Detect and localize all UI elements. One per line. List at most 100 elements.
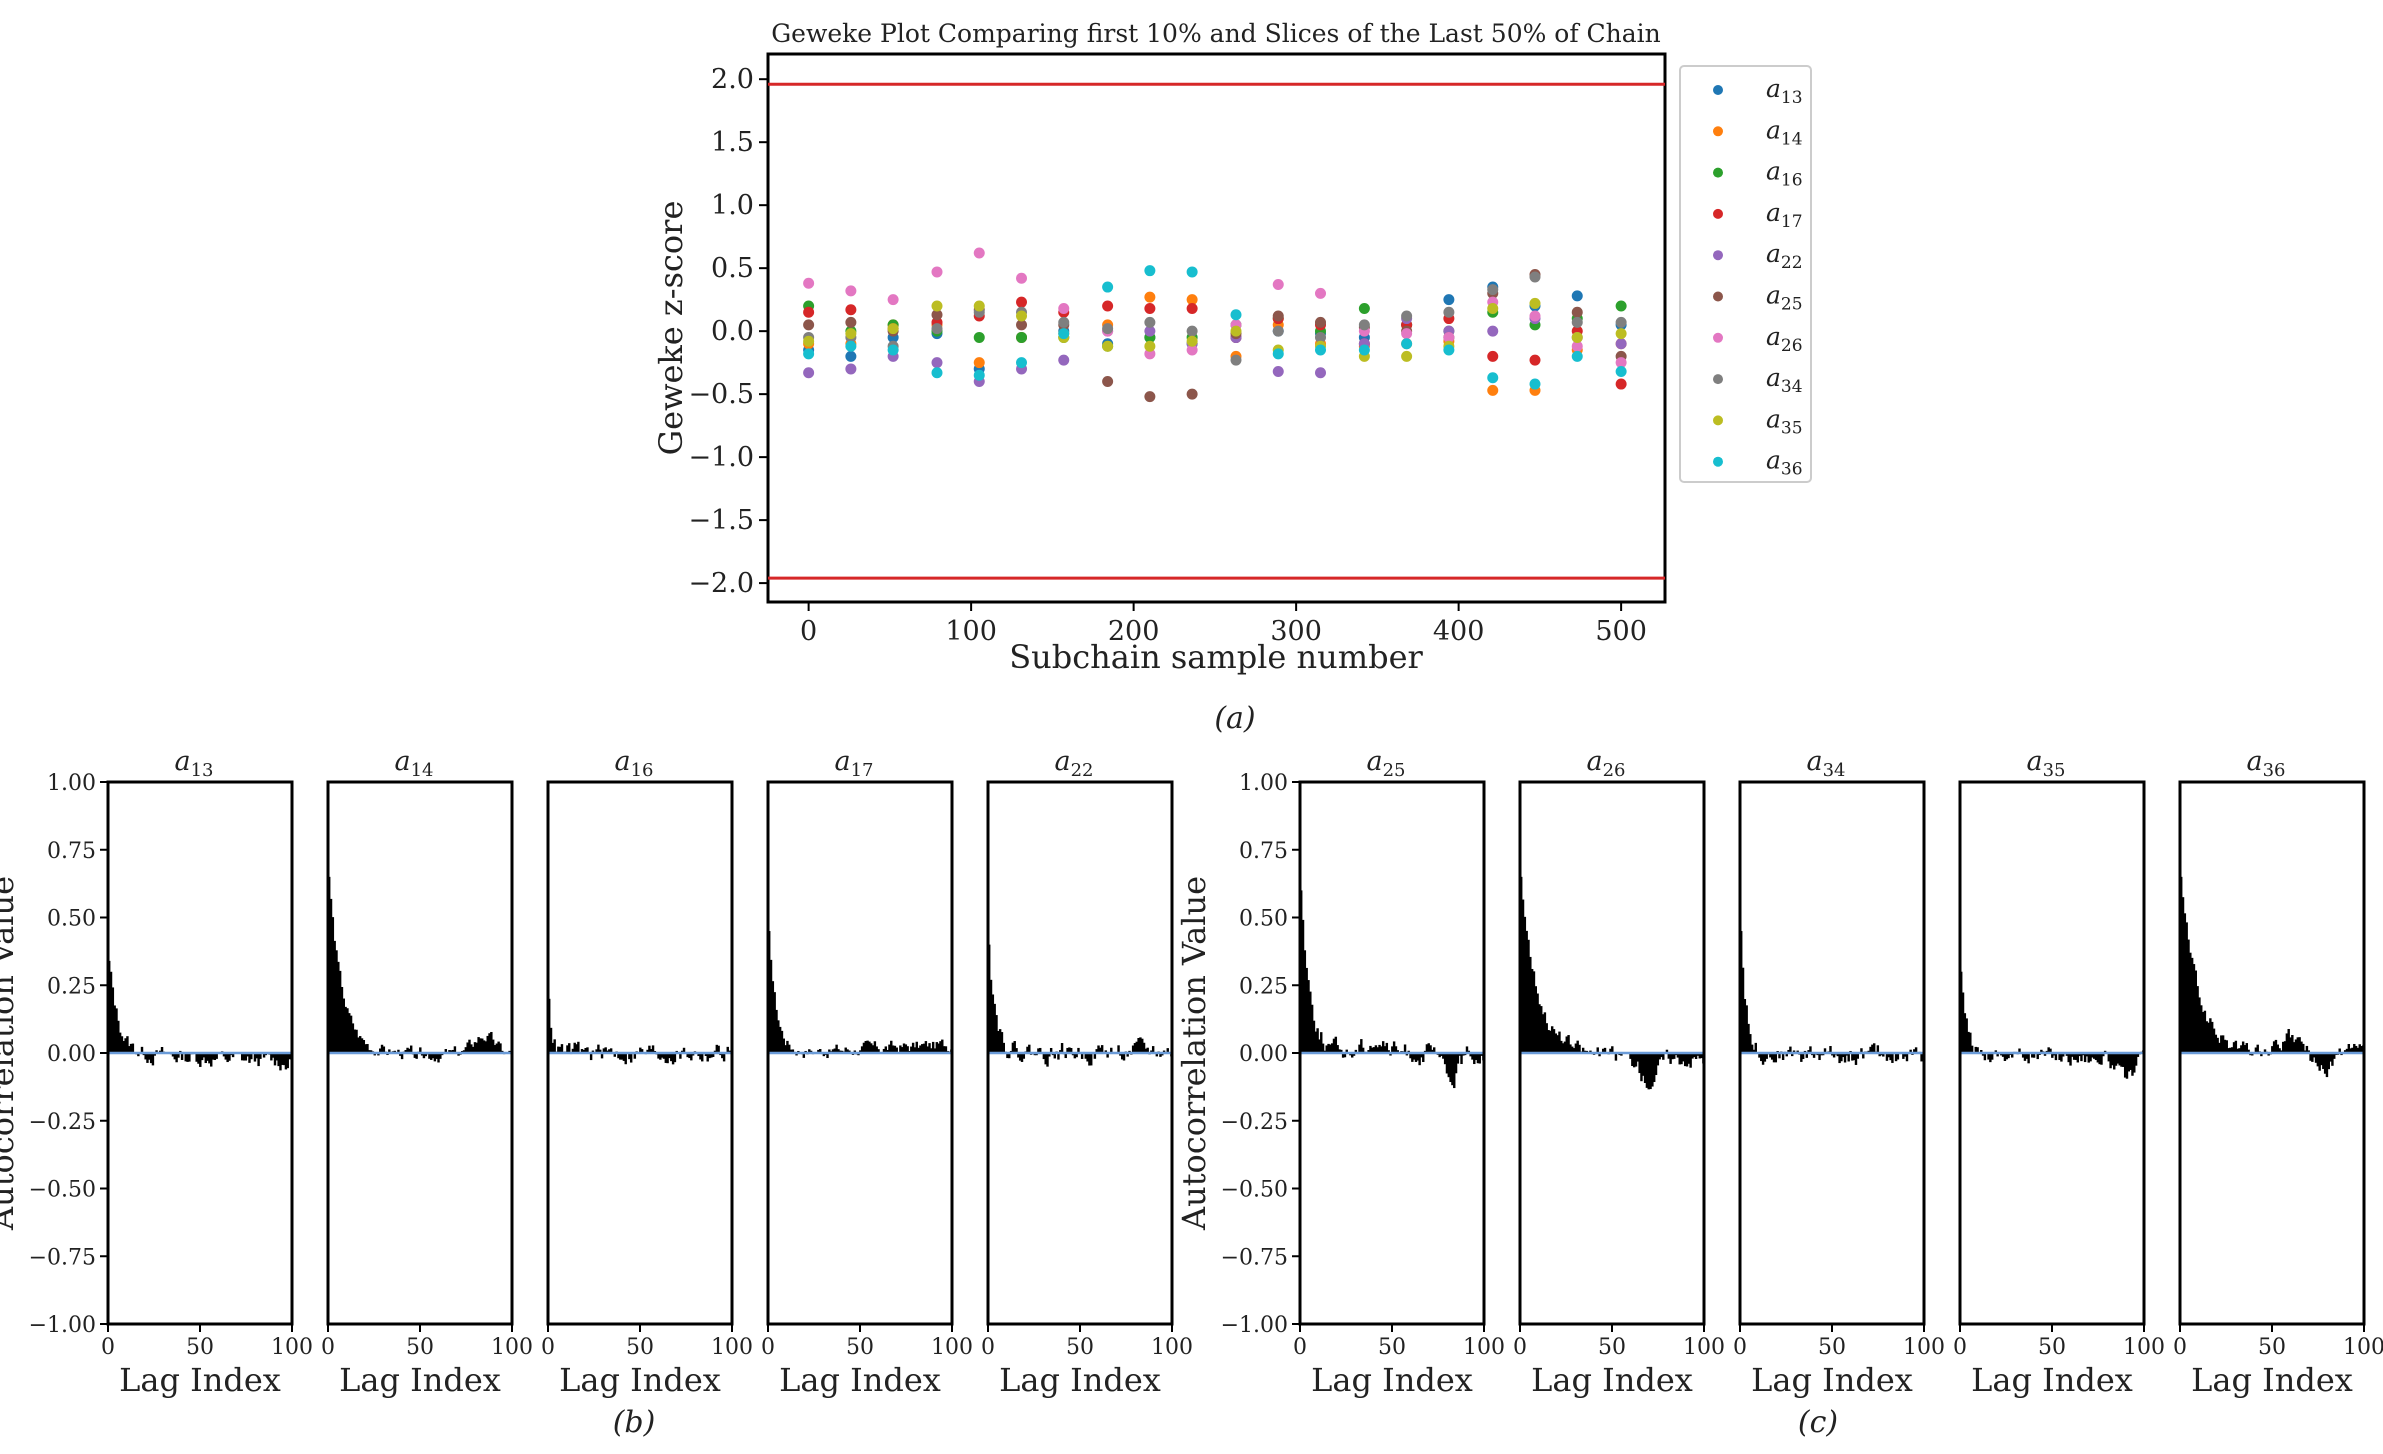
acf-bar [1696, 1053, 1700, 1056]
x-tick-label: 100 [1683, 1335, 1725, 1360]
acf-bar [2062, 1053, 2065, 1057]
acf-bar [859, 1050, 862, 1053]
acf-bar [660, 1053, 664, 1058]
acf-bar [215, 1053, 218, 1059]
point-a17 [1102, 300, 1114, 312]
acf-bar [557, 1046, 560, 1053]
acf-bar [2027, 1053, 2030, 1064]
acf-bar [490, 1031, 493, 1053]
acf-bar [1447, 1053, 1450, 1078]
acf-bar [1150, 1050, 1153, 1053]
acf-bar [930, 1048, 933, 1053]
acf-bar [1389, 1053, 1392, 1056]
point-a14 [1487, 384, 1499, 396]
acf-bar [433, 1053, 437, 1062]
acf-bar [1818, 1053, 1821, 1061]
acf-bar [1643, 1053, 1647, 1083]
point-a22 [845, 363, 857, 375]
acf-bar [2207, 1022, 2210, 1053]
acf-bars-a36 [2180, 876, 2365, 1078]
acf-bar [560, 1044, 564, 1053]
acf-bar [817, 1049, 820, 1053]
acf-bar [2036, 1053, 2039, 1060]
acf-bar [1106, 1053, 1109, 1058]
acf-bar [1913, 1049, 1916, 1053]
x-tick-label: 50 [846, 1335, 874, 1360]
acf-bar [1155, 1053, 1159, 1057]
acf-title-a25: a25 [1366, 746, 1405, 781]
acf-bar [937, 1043, 940, 1053]
acf-bar [1574, 1043, 1578, 1053]
acf-bar [111, 987, 115, 1053]
acf-bar [281, 1053, 284, 1065]
acf-bar [2300, 1041, 2303, 1053]
acf-bar [2092, 1053, 2096, 1059]
acf-bar [149, 1053, 153, 1064]
acf-bar [126, 1036, 129, 1053]
acf-bar [1146, 1047, 1149, 1053]
acf-bar [1068, 1047, 1071, 1053]
point-a22 [1272, 365, 1284, 377]
acf-bar [1902, 1053, 1905, 1059]
x-tick-label: 0 [761, 1335, 775, 1360]
acf-bar [866, 1040, 869, 1053]
acf-bar [2312, 1053, 2316, 1058]
acf-bar [942, 1046, 946, 1053]
acf-bar [482, 1040, 486, 1053]
y-tick-label: −0.50 [29, 1178, 96, 1203]
acf-bar [2051, 1053, 2054, 1058]
point-a36 [931, 367, 943, 379]
acf-bar [353, 1029, 356, 1053]
acf-bar [775, 1009, 778, 1053]
legend-label-a34: a34 [1766, 363, 1803, 397]
acf-bar [199, 1053, 202, 1067]
acf-bar [1369, 1045, 1372, 1053]
acf-bar [2210, 1021, 2214, 1053]
acf-bar [2353, 1043, 2356, 1053]
acf-bar [2354, 1045, 2358, 1053]
acf-bar [822, 1053, 826, 1057]
acf-bar [2225, 1040, 2228, 1053]
acf-bar [924, 1041, 928, 1053]
acf-bar [791, 1049, 795, 1053]
acf-bar [1823, 1048, 1827, 1053]
point-a36 [1058, 328, 1070, 340]
acf-bar [910, 1046, 913, 1053]
acf-bar [584, 1047, 587, 1053]
point-a26 [1272, 279, 1284, 291]
acf-bar [1144, 1048, 1148, 1053]
acf-x-axis-label: Lag Index [1751, 1361, 1913, 1399]
acf-bar [1636, 1053, 1640, 1062]
acf-bar [1321, 1043, 1325, 1053]
acf-bar [2023, 1053, 2027, 1061]
acf-bar [1980, 1050, 1983, 1053]
acf-bar [2069, 1053, 2072, 1066]
acf-y-axis-label-c: Autocorrelation Value [1175, 876, 1213, 1231]
acf-bar [2241, 1041, 2245, 1053]
legend-label-a36: a36 [1766, 446, 1803, 480]
acf-bar [1422, 1053, 1425, 1062]
acf-bar [1743, 999, 1747, 1053]
acf-bar [2078, 1053, 2081, 1057]
acf-bar [609, 1048, 613, 1053]
acf-bar [710, 1053, 713, 1058]
acf-bar [1403, 1044, 1407, 1053]
acf-bar [2003, 1053, 2007, 1061]
acf-bar [1876, 1045, 1880, 1053]
acf-bar [1351, 1053, 1354, 1058]
acf-bar [2274, 1039, 2278, 1053]
y-tick-label: 0.50 [1239, 907, 1288, 932]
point-a22 [931, 357, 943, 369]
acf-bar [499, 1043, 502, 1053]
point-a17 [1144, 302, 1156, 314]
acf-bar [1920, 1053, 1923, 1062]
acf-bar [1860, 1048, 1863, 1053]
acf-bar [1885, 1053, 1889, 1061]
x-tick-label: 50 [1818, 1335, 1846, 1360]
acf-bar [917, 1047, 920, 1053]
acf-bar [1750, 1044, 1754, 1053]
point-a36 [1571, 350, 1583, 362]
x-tick-label: 100 [491, 1335, 533, 1360]
acf-bar [2320, 1053, 2323, 1066]
acf-bar [1340, 1049, 1343, 1053]
